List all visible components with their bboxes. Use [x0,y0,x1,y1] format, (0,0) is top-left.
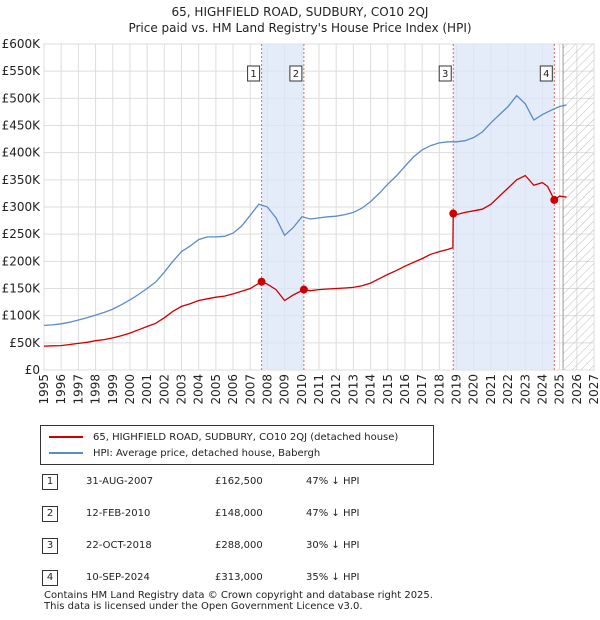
table-row: 2 12-FEB-2010 £148,000 47% ↓ HPI [0,504,600,524]
footer-line-1: Contains HM Land Registry data © Crown c… [44,590,433,601]
y-tick-label: £600K [2,37,42,51]
x-tick-label: 2001 [140,374,154,405]
x-tick-label: 1999 [106,374,120,405]
sale-price: £288,000 [215,540,263,551]
x-tick-label: 2015 [381,374,395,405]
x-tick-label: 2003 [175,374,189,405]
sale-price: £162,500 [215,476,263,487]
x-tick-label: 2024 [535,374,549,405]
y-tick-label: £250K [2,227,42,241]
x-tick-label: 2026 [570,374,584,405]
x-tick-label: 2011 [312,374,326,405]
y-tick-label: £550K [2,64,42,78]
x-tick-label: 2008 [260,374,274,405]
sale-marker-label: 3 [442,69,448,80]
sale-date: 22-OCT-2018 [86,540,152,551]
x-tick-label: 2019 [450,374,464,405]
x-tick-label: 2007 [243,374,257,405]
x-tick-label: 2021 [484,374,498,405]
x-tick-label: 2018 [432,374,446,405]
x-tick-label: 2022 [501,374,515,405]
legend-item-hpi: HPI: Average price, detached house, Babe… [49,446,320,460]
y-tick-label: £100K [2,309,42,323]
sale-number-badge: 3 [42,538,58,554]
x-tick-label: 1995 [37,374,51,405]
x-tick-label: 2013 [346,374,360,405]
x-tick-label: 2023 [518,374,532,405]
sale-price: £148,000 [215,508,263,519]
x-tick-label: 2009 [278,374,292,405]
sale-marker-box [438,65,452,82]
sale-point [257,277,266,286]
forecast-hatch [563,44,594,370]
x-tick-label: 2004 [192,374,206,405]
sale-hpi-diff: 30% ↓ HPI [306,540,360,551]
y-tick-label: £400K [2,146,42,160]
x-tick-label: 2025 [553,374,567,405]
sale-marker-label: 1 [250,69,256,80]
sale-marker-label: 2 [293,69,299,80]
sale-number-badge: 2 [42,506,58,522]
chart-subtitle: Price paid vs. HM Land Registry's House … [128,21,472,35]
x-tick-label: 2002 [157,374,171,405]
x-tick-label: 2020 [467,374,481,405]
sale-price: £313,000 [215,572,263,583]
y-tick-label: £150K [2,282,42,296]
x-tick-label: 2027 [587,374,600,405]
x-tick-label: 1997 [71,374,85,405]
ownership-period-shade [261,44,304,370]
y-tick-label: £200K [2,254,42,268]
x-tick-label: 2000 [123,374,137,405]
ownership-period-shade [453,44,555,370]
sale-marker-box [289,65,303,82]
y-tick-label: £50K [9,336,41,350]
x-tick-label: 1996 [54,374,68,405]
table-row: 1 31-AUG-2007 £162,500 47% ↓ HPI [0,472,600,492]
legend-label-property: 65, HIGHFIELD ROAD, SUDBURY, CO10 2QJ (d… [93,431,399,443]
sale-marker-box [539,65,553,82]
legend-label-hpi: HPI: Average price, detached house, Babe… [93,447,321,459]
x-tick-label: 2010 [295,374,309,405]
sale-point [299,285,308,294]
legend-swatch-property [49,436,83,438]
x-tick-label: 1998 [89,374,103,405]
sale-point [550,195,559,204]
sale-marker-label: 4 [543,69,549,80]
sale-date: 10-SEP-2024 [86,572,150,583]
footer-attribution: Contains HM Land Registry data © Crown c… [44,590,433,612]
sale-date: 31-AUG-2007 [86,476,154,487]
sale-number-badge: 1 [42,474,58,490]
y-tick-label: £350K [2,173,42,187]
x-tick-label: 2005 [209,374,223,405]
hpi-line [43,94,567,327]
legend: 65, HIGHFIELD ROAD, SUDBURY, CO10 2QJ (d… [40,425,434,465]
table-row: 3 22-OCT-2018 £288,000 30% ↓ HPI [0,536,600,556]
x-tick-label: 2017 [415,374,429,405]
chart-title: 65, HIGHFIELD ROAD, SUDBURY, CO10 2QJ [171,5,429,19]
x-tick-label: 2012 [329,374,343,405]
footer-line-2: This data is licensed under the Open Gov… [44,601,363,612]
sale-date: 12-FEB-2010 [86,508,151,519]
x-tick-label: 2016 [398,374,412,405]
property-price-line [43,174,567,347]
y-tick-label: £300K [2,200,42,214]
sale-hpi-diff: 47% ↓ HPI [306,476,360,487]
y-tick-label: £0 [25,363,40,377]
sale-marker-box [247,65,261,82]
x-tick-label: 2006 [226,374,240,405]
table-row: 4 10-SEP-2024 £313,000 35% ↓ HPI [0,568,600,588]
legend-swatch-hpi [49,452,83,454]
y-tick-label: £500K [2,91,42,105]
price-chart: 1 2 3 4 £0 £50K £100K £150K £200K £250K £300K £350… [2,37,600,405]
legend-item-property: 65, HIGHFIELD ROAD, SUDBURY, CO10 2QJ (d… [49,430,398,444]
x-tick-label: 2014 [364,374,378,405]
sale-point [449,209,458,218]
sale-number-badge: 4 [42,570,58,586]
sale-hpi-diff: 35% ↓ HPI [306,572,360,583]
sale-hpi-diff: 47% ↓ HPI [306,508,360,519]
y-tick-label: £450K [2,119,42,133]
